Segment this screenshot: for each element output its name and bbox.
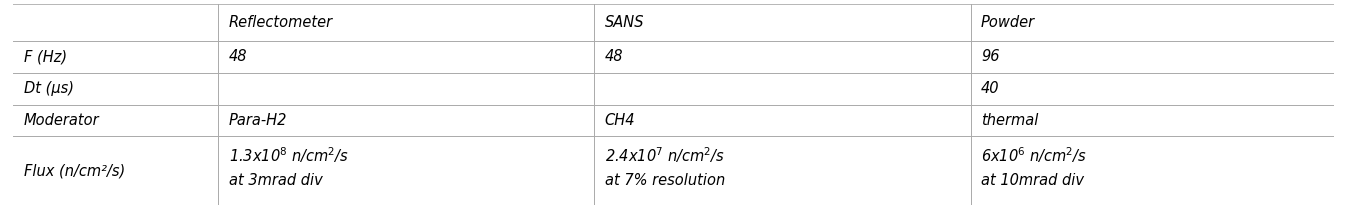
Text: 6x10$^{6}$ n/cm$^{2}$/s: 6x10$^{6}$ n/cm$^{2}$/s xyxy=(981,145,1087,165)
Text: Moderator: Moderator xyxy=(24,113,100,128)
Text: at 10mrad div: at 10mrad div xyxy=(981,173,1084,188)
Text: 48: 48 xyxy=(229,49,247,64)
Text: Flux (n/cm²/s): Flux (n/cm²/s) xyxy=(24,163,125,178)
Text: 48: 48 xyxy=(605,49,624,64)
Text: at 7% resolution: at 7% resolution xyxy=(605,173,725,188)
Text: Reflectometer: Reflectometer xyxy=(229,15,333,30)
Text: 2.4x10$^{7}$ n/cm$^{2}$/s: 2.4x10$^{7}$ n/cm$^{2}$/s xyxy=(605,145,725,165)
Text: thermal: thermal xyxy=(981,113,1039,128)
Text: Para-H2: Para-H2 xyxy=(229,113,287,128)
Text: 1.3x10$^{8}$ n/cm$^{2}$/s: 1.3x10$^{8}$ n/cm$^{2}$/s xyxy=(229,145,349,165)
Text: 40: 40 xyxy=(981,81,999,96)
Text: Powder: Powder xyxy=(981,15,1036,30)
Text: at 3mrad div: at 3mrad div xyxy=(229,173,322,188)
Text: SANS: SANS xyxy=(605,15,644,30)
Text: Dt (μs): Dt (μs) xyxy=(24,81,74,96)
Text: 96: 96 xyxy=(981,49,999,64)
Text: CH4: CH4 xyxy=(605,113,636,128)
Text: F (Hz): F (Hz) xyxy=(24,49,67,64)
